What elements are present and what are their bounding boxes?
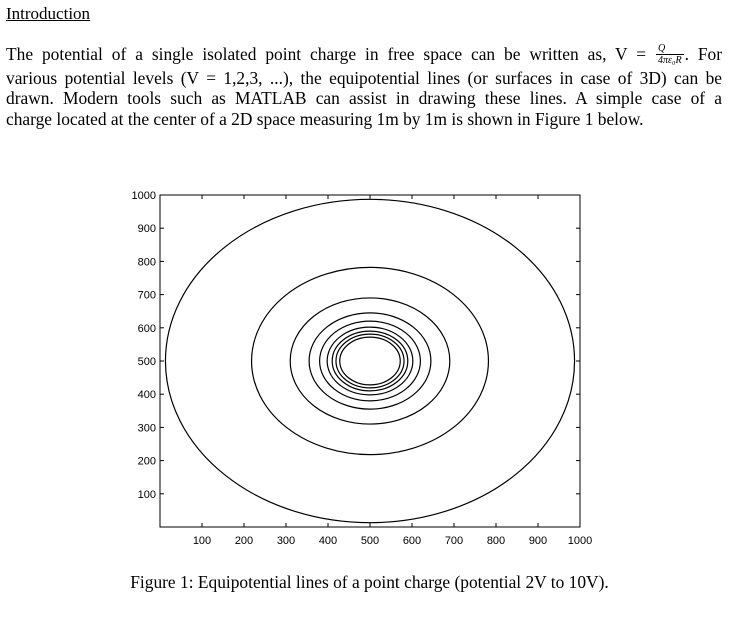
x-tick-label: 1000 [568,535,592,547]
equipotential-contour [308,312,432,410]
y-tick-label: 500 [138,356,156,368]
x-tick-label: 800 [487,535,505,547]
equipotential-chart: 100 200 300 400 500 600 700 800 900 1000 100 200 300… [132,190,593,547]
y-tick-label: 800 [138,256,156,268]
equipotential-contour [326,326,414,396]
paragraph-line: The potential of a single isolated point… [6,43,723,68]
x-tick-label: 900 [529,535,547,547]
equipotential-contour [319,320,422,402]
equipotential-contour [331,330,409,392]
x-tick-label: 500 [361,535,379,547]
y-tick-label: 900 [138,223,156,235]
x-tick-label: 300 [277,535,295,547]
y-tick-label: 700 [138,290,156,302]
formula-denominator: 4πε₀R [658,54,682,66]
paragraph-line: charge located at the center of a 2D spa… [6,108,644,129]
x-tick-label: 100 [193,535,211,547]
x-tick-label: 600 [403,535,421,547]
y-tick-label: 100 [138,489,156,501]
y-tick-label: 1000 [132,190,156,202]
section-heading: Introduction [6,4,91,23]
paragraph-text: . For [684,44,723,64]
paragraph-line: various potential levels (V = 1,2,3, ...… [6,67,722,88]
figure-caption: Figure 1: Equipotential lines of a point… [130,572,609,592]
x-tick-label: 200 [235,535,253,547]
paragraph-line: drawn. Modern tools such as MATLAB can a… [6,88,722,108]
intro-paragraph: The potential of a single isolated point… [6,43,723,129]
equipotential-contour [164,198,576,524]
formula-fraction: Q 4πε₀R [656,43,684,66]
y-tick-label: 200 [138,456,156,468]
y-tick-label: 600 [138,323,156,335]
y-tick-label: 300 [138,422,156,434]
plot-frame [159,194,581,528]
x-tick-label: 700 [445,535,463,547]
equipotential-contour [289,297,451,425]
formula-numerator: Q [656,43,684,55]
equipotential-contour [339,336,401,386]
paragraph-text: The potential of a single isolated point… [6,44,647,64]
x-tick-label: 400 [319,535,337,547]
y-tick-label: 400 [138,389,156,401]
equipotential-contour [250,266,490,456]
equipotential-contour [335,333,405,389]
